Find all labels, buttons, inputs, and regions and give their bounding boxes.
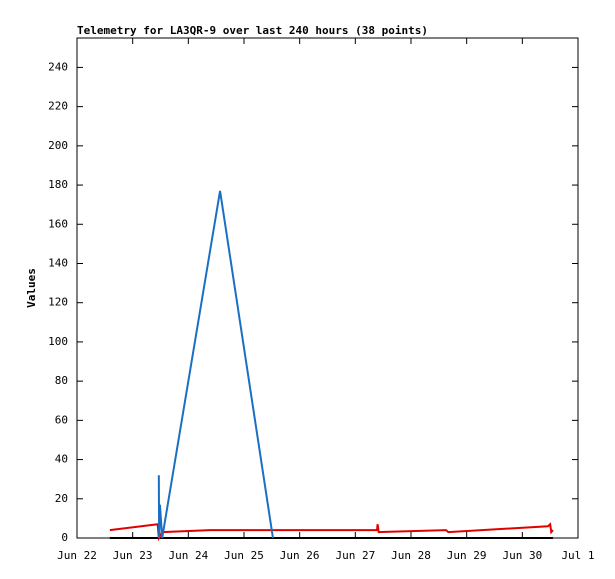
y-tick-label: 140 bbox=[48, 256, 68, 269]
series-line bbox=[157, 190, 274, 539]
x-tick-label: Jun 24 bbox=[168, 549, 208, 562]
x-tick-label: Jun 28 bbox=[391, 549, 431, 562]
y-tick-label: 0 bbox=[61, 531, 68, 544]
x-tick-label: Jun 26 bbox=[280, 549, 320, 562]
x-tick-label: Jun 22 bbox=[57, 549, 97, 562]
x-tick-label: Jun 27 bbox=[335, 549, 375, 562]
y-axis-label: Values bbox=[25, 268, 38, 308]
x-tick-label: Jul 1 bbox=[561, 549, 594, 562]
y-tick-label: 200 bbox=[48, 139, 68, 152]
y-tick-label: 60 bbox=[55, 413, 68, 426]
y-tick-label: 100 bbox=[48, 335, 68, 348]
y-tick-label: 120 bbox=[48, 296, 68, 309]
chart-title: Telemetry for LA3QR-9 over last 240 hour… bbox=[77, 24, 428, 37]
x-tick-label: Jun 30 bbox=[502, 549, 542, 562]
y-tick-label: 240 bbox=[48, 60, 68, 73]
y-tick-label: 80 bbox=[55, 374, 68, 387]
y-tick-label: 40 bbox=[55, 453, 68, 466]
y-tick-label: 220 bbox=[48, 100, 68, 113]
x-tick-label: Jun 25 bbox=[224, 549, 264, 562]
y-tick-label: 160 bbox=[48, 217, 68, 230]
x-tick-label: Jun 29 bbox=[447, 549, 487, 562]
x-tick-label: Jun 23 bbox=[113, 549, 153, 562]
y-tick-label: 180 bbox=[48, 178, 68, 191]
y-tick-label: 20 bbox=[55, 492, 68, 505]
